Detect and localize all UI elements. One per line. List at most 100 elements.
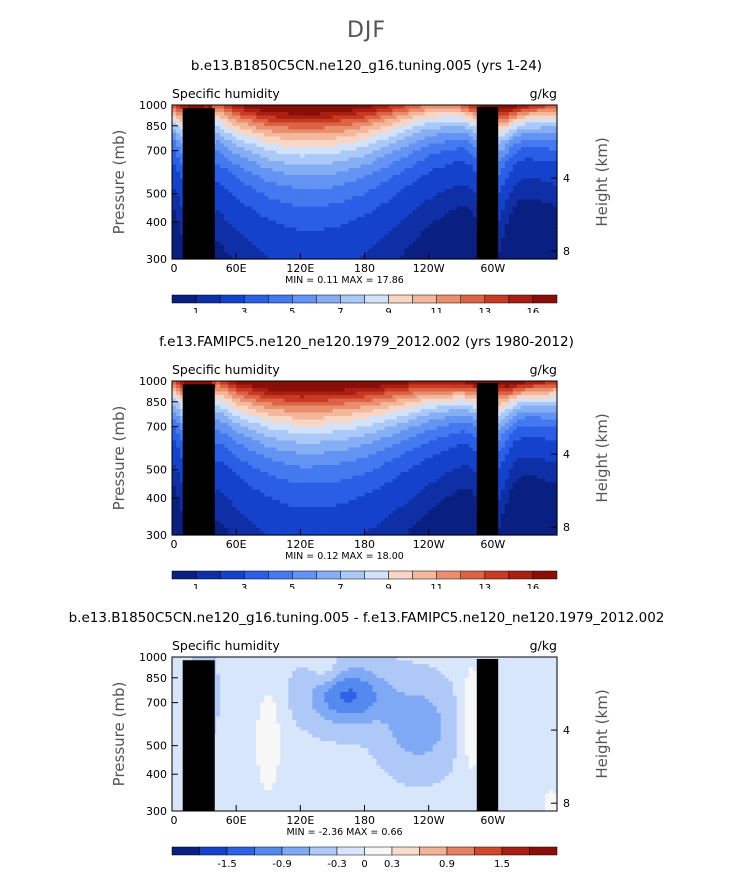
heatmap-cell xyxy=(228,384,233,389)
heatmap-cell xyxy=(376,199,382,204)
heatmap-cell xyxy=(540,122,546,127)
heatmap-cell xyxy=(392,105,398,110)
heatmap-cell xyxy=(336,224,342,229)
heatmap-cell xyxy=(284,248,289,253)
heatmap-cell xyxy=(380,227,386,232)
heatmap-cell xyxy=(308,168,313,173)
heatmap-cell xyxy=(456,245,462,250)
heatmap-cell xyxy=(364,220,370,225)
heatmap-cell xyxy=(428,217,434,222)
heatmap-cell xyxy=(316,220,321,225)
heatmap-cell xyxy=(508,175,514,180)
heatmap-cell xyxy=(336,182,342,187)
heatmap-cell xyxy=(260,388,265,393)
heatmap-cell xyxy=(528,384,534,389)
heatmap-cell xyxy=(460,252,466,257)
heatmap-cell xyxy=(192,105,197,110)
heatmap-cell xyxy=(240,199,245,204)
heatmap-cell xyxy=(296,189,301,194)
heatmap-cell xyxy=(272,388,277,393)
heatmap-cell xyxy=(448,206,454,211)
heatmap-cell xyxy=(352,189,358,194)
heatmap-cell xyxy=(236,391,241,396)
heatmap-cell xyxy=(328,252,334,257)
heatmap-cell xyxy=(540,220,546,225)
heatmap-cell xyxy=(320,126,325,131)
heatmap-cell xyxy=(380,252,386,257)
heatmap-cell xyxy=(404,398,410,403)
heatmap-cell xyxy=(384,384,390,389)
heatmap-cell xyxy=(216,405,221,410)
heatmap-cell xyxy=(300,143,305,148)
heatmap-cell xyxy=(408,164,414,169)
heatmap-cell xyxy=(472,384,478,389)
heatmap-cell xyxy=(384,171,390,176)
heatmap-cell xyxy=(232,388,237,393)
heatmap-cell xyxy=(272,150,277,155)
heatmap-cell xyxy=(404,115,410,120)
heatmap-cell xyxy=(296,255,301,260)
heatmap-cell xyxy=(252,185,257,190)
heatmap-cell xyxy=(496,105,502,110)
heatmap-cell xyxy=(172,108,177,113)
heatmap-cell xyxy=(276,133,281,138)
heatmap-cell xyxy=(512,178,518,183)
heatmap-cell xyxy=(348,143,354,148)
heatmap-cell xyxy=(388,140,394,145)
heatmap-cell xyxy=(348,210,354,215)
heatmap-cell xyxy=(544,203,550,208)
heatmap-cell xyxy=(456,252,462,257)
heatmap-cell xyxy=(292,245,297,250)
heatmap-cell xyxy=(496,213,502,218)
heatmap-cell xyxy=(420,381,426,386)
heatmap-cell xyxy=(508,381,514,386)
heatmap-cell xyxy=(500,140,506,145)
heatmap-cell xyxy=(288,388,293,393)
heatmap-cell xyxy=(328,185,334,190)
heatmap-cell xyxy=(280,175,285,180)
heatmap-cell xyxy=(172,224,177,229)
heatmap-cell xyxy=(216,192,221,197)
heatmap-cell xyxy=(352,122,358,127)
heatmap-cell xyxy=(312,150,317,155)
heatmap-cell xyxy=(536,164,542,169)
heatmap-cell xyxy=(364,136,370,141)
heatmap-cell xyxy=(260,168,265,173)
heatmap-cell xyxy=(392,238,398,243)
heatmap-cell xyxy=(280,241,285,246)
heatmap-cell xyxy=(540,213,546,218)
heatmap-cell xyxy=(532,108,538,113)
heatmap-cell xyxy=(520,119,526,124)
heatmap-cell xyxy=(332,252,338,257)
heatmap-cell xyxy=(180,150,185,155)
heatmap-cell xyxy=(336,213,342,218)
heatmap-cell xyxy=(400,192,406,197)
heatmap-cell xyxy=(296,171,301,176)
heatmap-cell xyxy=(172,231,177,236)
heatmap-cell xyxy=(540,217,546,222)
heatmap-cell xyxy=(380,133,386,138)
heatmap-cell xyxy=(232,402,237,407)
heatmap-cell xyxy=(176,391,181,396)
heatmap-cell xyxy=(396,255,402,260)
plot-area xyxy=(172,105,558,260)
heatmap-cell xyxy=(340,234,346,239)
heatmap-cell xyxy=(272,217,277,222)
heatmap-cell xyxy=(396,143,402,148)
heatmap-cell xyxy=(372,112,378,117)
heatmap-cell xyxy=(440,196,446,201)
heatmap-cell xyxy=(388,255,394,260)
heatmap-cell xyxy=(172,206,177,211)
heatmap-cell xyxy=(444,398,450,403)
heatmap-cell xyxy=(292,126,297,131)
heatmap-cell xyxy=(220,164,225,169)
heatmap-cell xyxy=(276,248,281,253)
heatmap-cell xyxy=(316,391,321,396)
heatmap-cell xyxy=(536,175,542,180)
heatmap-cell xyxy=(284,395,289,400)
heatmap-cell xyxy=(444,133,450,138)
heatmap-cell xyxy=(368,147,374,152)
heatmap-cell xyxy=(260,161,265,166)
heatmap-cell xyxy=(444,140,450,145)
heatmap-cell xyxy=(420,129,426,134)
